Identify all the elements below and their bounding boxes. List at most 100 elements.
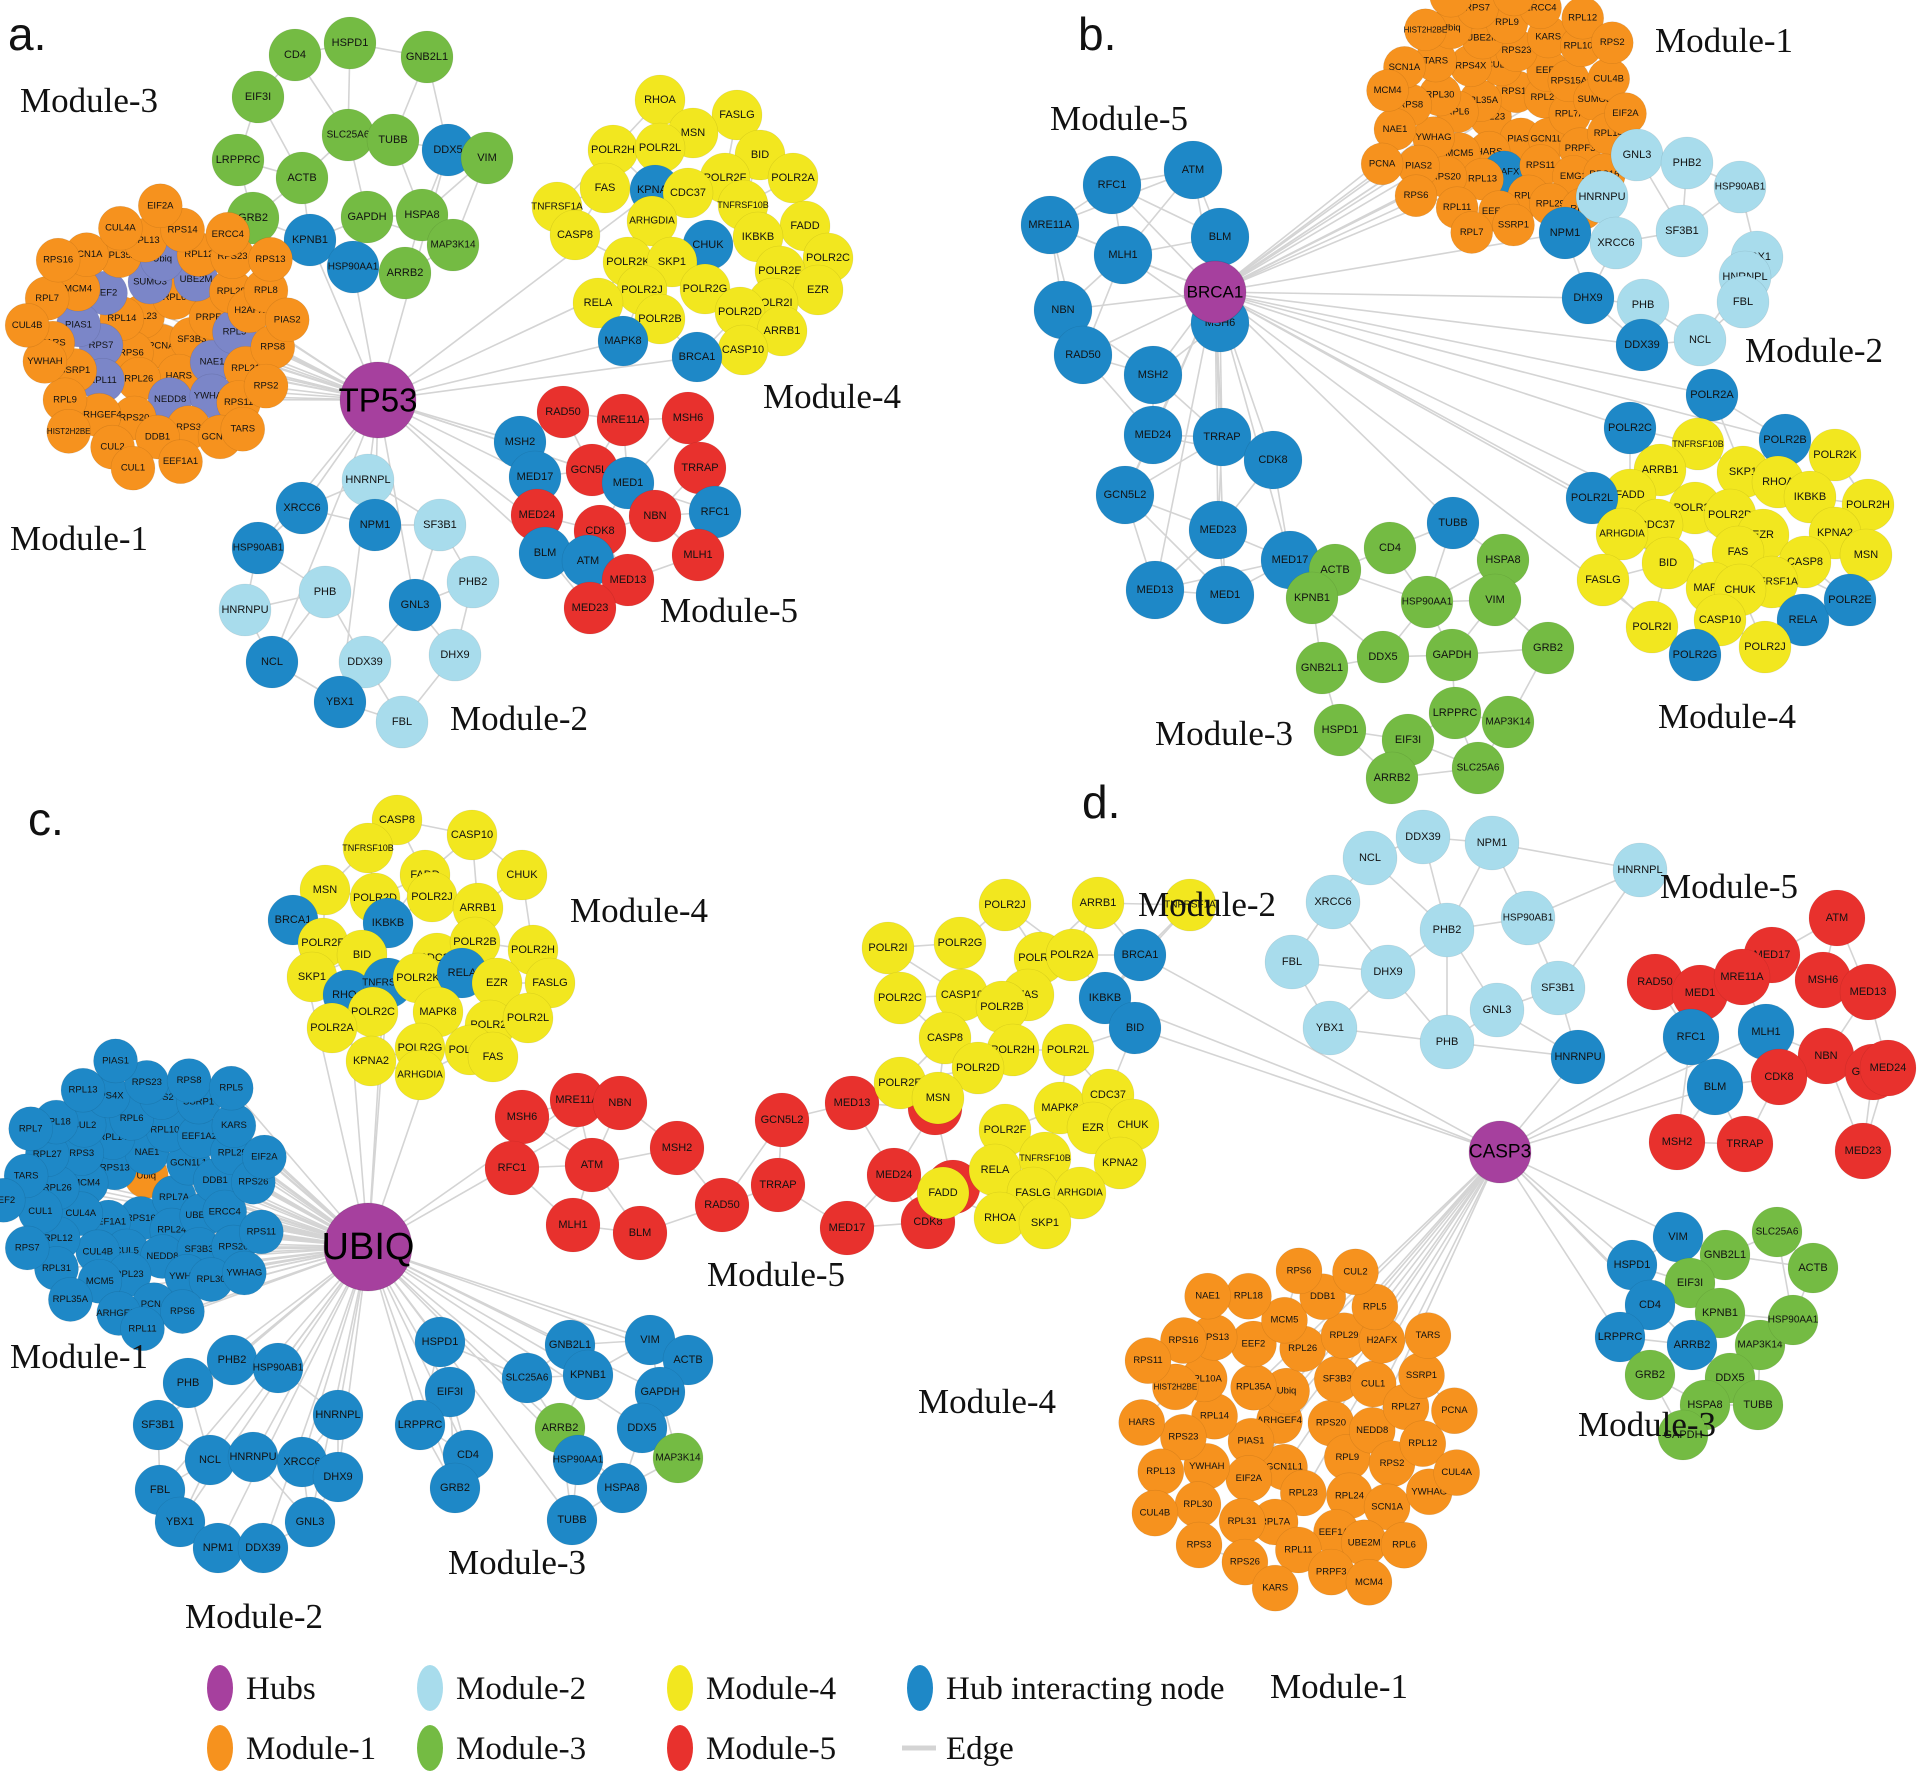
node-circle-RELA[interactable] [1776,593,1830,647]
node-NBN[interactable]: NBN [592,1075,648,1131]
node-YWHAG[interactable]: YWHAG [221,1250,267,1296]
node-DDB1[interactable]: DDB1 [1493,0,1535,17]
node-circle-YBX1[interactable] [313,675,367,729]
node-ARRB2[interactable]: ARRB2 [1666,1319,1718,1371]
node-MRE11A[interactable]: MRE11A [596,393,650,447]
node-POLR2J[interactable]: POLR2J [406,871,458,923]
node-EIF2A[interactable]: EIF2A [137,183,183,229]
node-MRE11A[interactable]: MRE11A [549,1072,605,1128]
node-DDX39[interactable]: DDX39 [1395,809,1451,865]
node-circle-CDC37[interactable] [662,167,714,219]
node-circle-NBN[interactable] [592,1075,648,1131]
node-GCN5L2[interactable]: GCN5L2 [1095,465,1155,525]
node-circle-POLR2G[interactable] [1668,628,1722,682]
node-DDX5[interactable]: DDX5 [1356,630,1410,684]
node-TUBB[interactable]: TUBB [546,1494,598,1546]
node-RPL7[interactable]: RPL7 [1450,211,1493,254]
node-circle-GAPDH[interactable] [340,190,394,244]
hub-circle-TP53[interactable] [339,361,417,439]
node-HNRNPL[interactable]: HNRNPL [341,453,395,507]
node-PCNA[interactable]: PCNA [1431,1387,1478,1435]
node-HNRNPL[interactable]: HNRNPL [312,1389,364,1441]
node-ARRB2[interactable]: ARRB2 [378,246,432,300]
node-RPL6[interactable]: RPL6 [1380,1521,1428,1569]
node-PCNA[interactable]: PCNA [1360,142,1404,186]
node-RFC1[interactable]: RFC1 [1082,155,1142,215]
node-SF3B1[interactable]: SF3B1 [1655,204,1709,258]
node-RPS11[interactable]: RPS11 [1124,1337,1172,1384]
node-circle-GAPDH[interactable] [1425,628,1479,682]
node-RPS2[interactable]: RPS2 [243,363,289,409]
node-circle-TNFRSF10B[interactable] [342,822,394,874]
node-MAPK8[interactable]: MAPK8 [597,315,649,367]
node-DDX39[interactable]: DDX39 [338,635,392,689]
node-circle-RPS3[interactable] [1429,0,1472,18]
node-NPM1[interactable]: NPM1 [348,498,402,552]
node-circle-MRE11A[interactable] [596,393,650,447]
node-circle-RPL12[interactable] [1561,0,1605,40]
node-circle-BID[interactable] [1641,536,1695,590]
node-circle-CUL1[interactable] [110,445,156,491]
node-FAS[interactable]: FAS [579,162,631,214]
node-MSH2[interactable]: MSH2 [1123,345,1183,405]
node-RPL18[interactable]: RPL18 [1225,1272,1272,1320]
node-GNL3[interactable]: GNL3 [1610,128,1664,182]
node-circle-MED24[interactable] [866,1147,922,1203]
node-POLR2B[interactable]: POLR2B [1758,413,1812,467]
node-PHB[interactable]: PHB [1419,1014,1475,1070]
node-HSPD1[interactable]: HSPD1 [414,1316,466,1368]
node-PHB[interactable]: PHB [298,565,352,619]
node-POLR2K[interactable]: POLR2K [1808,428,1862,482]
node-POLR2E[interactable]: POLR2E [1823,573,1877,627]
node-PIAS1[interactable]: PIAS1 [93,1038,138,1084]
node-circle-ARRB2[interactable] [378,246,432,300]
node-circle-EEF1A1[interactable] [158,439,203,484]
node-circle-MSN[interactable] [299,864,351,916]
node-TUBB[interactable]: TUBB [1426,496,1480,550]
node-RPL7[interactable]: RPL7 [8,1106,54,1152]
node-circle-CD4[interactable] [1363,521,1417,575]
node-POLR2G[interactable]: POLR2G [933,916,987,970]
node-EZR[interactable]: EZR [792,264,844,316]
node-circle-ARRB2[interactable] [1365,751,1419,805]
node-FBL[interactable]: FBL [375,695,429,749]
node-circle-CDK8[interactable] [1243,430,1303,490]
node-POLR2C[interactable]: POLR2C [873,971,927,1025]
node-GRB2[interactable]: GRB2 [1521,621,1575,675]
node-HNRNPU[interactable]: HNRNPU [227,1431,279,1483]
node-GCN5L2[interactable]: GCN5L2 [754,1092,810,1148]
node-HSPD1[interactable]: HSPD1 [1313,703,1367,757]
node-circle-FASLG[interactable] [711,89,763,141]
node-circle-KPNA2[interactable] [345,1035,397,1087]
node-circle-MED13[interactable] [601,553,655,607]
node-POLR2C[interactable]: POLR2C [347,986,399,1038]
node-MLH1[interactable]: MLH1 [1093,225,1153,285]
node-TUBB[interactable]: TUBB [1732,1379,1784,1431]
node-circle-DDB1[interactable] [1493,0,1535,17]
node-circle-YWHAH[interactable] [22,339,68,384]
node-MSH2[interactable]: MSH2 [649,1120,705,1176]
node-RAD50[interactable]: RAD50 [536,385,590,439]
node-circle-CUL4A[interactable] [98,205,143,251]
node-circle-HSPD1[interactable] [1313,703,1367,757]
node-RELA[interactable]: RELA [572,277,624,329]
node-RHOA[interactable]: RHOA [634,74,686,126]
node-LRPPRC[interactable]: LRPPRC [211,133,265,187]
node-MSN[interactable]: MSN [1839,528,1893,582]
node-POLR2G[interactable]: POLR2G [1668,628,1722,682]
node-circle-MSH6[interactable] [661,391,715,445]
node-GAPDH[interactable]: GAPDH [1425,628,1479,682]
node-circle-ERCC4[interactable] [205,212,251,257]
node-circle-MAP3K14[interactable] [1481,695,1535,749]
node-circle-KPNB1[interactable] [283,213,337,267]
node-circle-CHUK[interactable] [496,849,548,901]
node-FBL[interactable]: FBL [1264,934,1320,990]
node-HSP90AA1[interactable]: HSP90AA1 [1400,575,1454,629]
node-CDK8[interactable]: CDK8 [1750,1048,1808,1106]
node-GNL3[interactable]: GNL3 [1469,982,1525,1038]
node-TNFRSF10B[interactable]: TNFRSF10B [342,822,394,874]
node-circle-TARS[interactable] [220,406,266,452]
node-circle-DDX39[interactable] [1615,318,1669,372]
node-circle-POLR2A[interactable] [767,152,819,204]
node-LRPPRC[interactable]: LRPPRC [394,1399,446,1451]
